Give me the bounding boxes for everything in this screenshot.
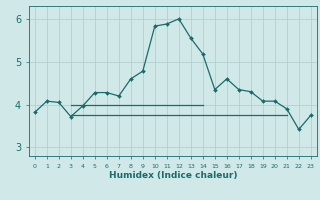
X-axis label: Humidex (Indice chaleur): Humidex (Indice chaleur) bbox=[108, 171, 237, 180]
